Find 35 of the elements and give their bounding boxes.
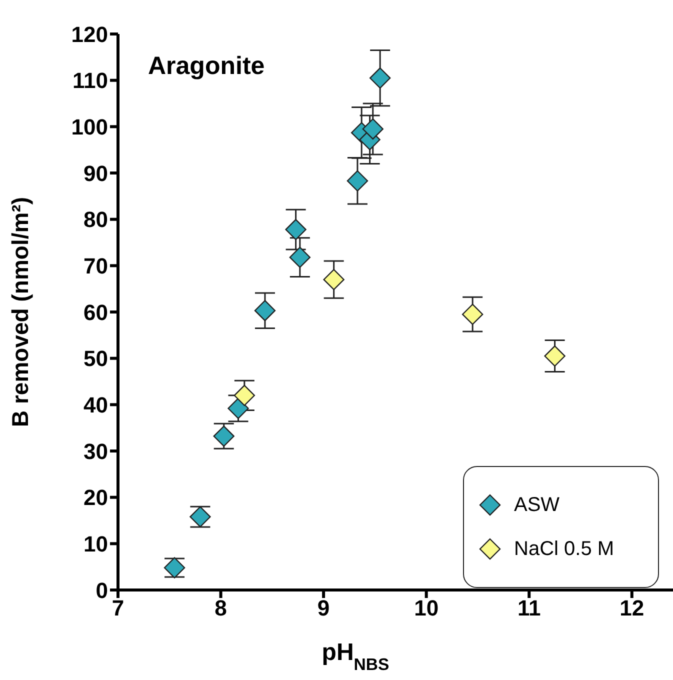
point (462, 304, 484, 325)
x-tick-label: 10 (414, 596, 439, 621)
legend-label: NaCl 0.5 M (514, 538, 614, 560)
y-tick-label: 70 (84, 253, 108, 278)
point (234, 384, 256, 406)
point (285, 218, 306, 240)
y-tick-label: 20 (84, 485, 108, 510)
x-tick-label: 8 (214, 596, 227, 621)
y-tick-label: 0 (96, 578, 108, 603)
y-tick-label: 40 (84, 392, 108, 418)
point (544, 345, 566, 367)
y-tick-label: 10 (84, 531, 108, 556)
point (346, 170, 368, 192)
text: Aragonite (148, 52, 265, 81)
point (254, 300, 276, 322)
point (369, 67, 391, 89)
legend-label: ASW (514, 494, 560, 516)
y-tick-label: 30 (84, 438, 108, 464)
x-tick-label: 7 (112, 596, 124, 621)
x-tick-label: 9 (317, 596, 330, 621)
y-tick-label: 100 (71, 114, 108, 140)
y-axis-title: B removed (nmol/m²) (7, 196, 33, 428)
point (323, 268, 344, 290)
y-tick-label: 120 (71, 22, 108, 47)
point (289, 246, 311, 268)
y-tick-label: 90 (84, 160, 108, 186)
x-axis-title: pH$_{NBS}$ (322, 639, 390, 674)
y-tick-label: 50 (84, 346, 108, 372)
y-tick-label: 80 (84, 207, 108, 232)
y-tick-label: 110 (72, 68, 108, 94)
y-tick-label: 60 (84, 300, 108, 325)
x-tick-label: 11 (517, 596, 541, 621)
point (228, 398, 249, 419)
point (362, 118, 384, 140)
x-tick-label: 12 (620, 596, 644, 621)
